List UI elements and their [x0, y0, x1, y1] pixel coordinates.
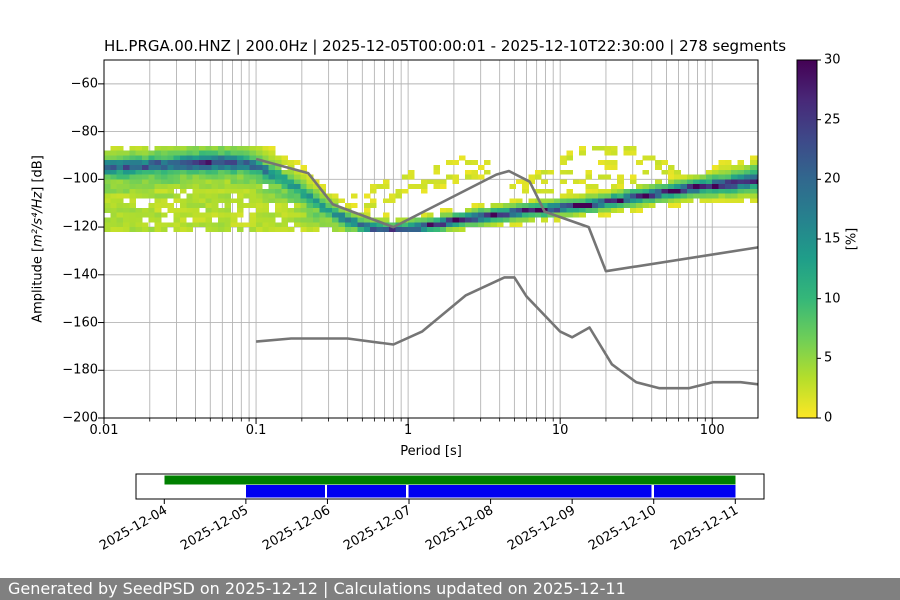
y-tick-label: −80: [70, 124, 98, 140]
colorbar-tick-label: 0: [824, 410, 833, 426]
axes-frame: [103, 59, 759, 419]
colorbar: [796, 59, 821, 419]
colorbar-tick-label: 20: [824, 171, 841, 187]
timeline: [135, 473, 765, 504]
footer-text: Generated by SeedPSD on 2025-12-12 | Cal…: [8, 579, 626, 598]
y-tick-label: −60: [70, 76, 98, 92]
colorbar-tick-label: 5: [824, 350, 833, 366]
colorbar-tick-label: 15: [824, 231, 841, 247]
y-tick-label: −120: [62, 219, 98, 235]
timeline-bar-processed: [245, 485, 325, 498]
x-tick-label: 0.1: [245, 423, 267, 438]
timeline-bar-processed: [327, 485, 406, 498]
y-tick-label: −180: [62, 362, 98, 378]
y-tick-label: −140: [62, 267, 98, 283]
footer-bar: Generated by SeedPSD on 2025-12-12 | Cal…: [0, 578, 900, 600]
colorbar-tick-label: 10: [824, 291, 841, 307]
x-tick-label: 100: [699, 423, 725, 438]
y-tick-label: −200: [62, 410, 98, 426]
y-tick-label: −160: [62, 315, 98, 331]
x-axis-label: Period [s]: [400, 444, 462, 459]
colorbar-tick-label: 30: [824, 52, 841, 68]
colorbar-label: [%]: [844, 227, 860, 251]
x-tick-label: 0.01: [89, 423, 119, 438]
timeline-bar-processed: [408, 485, 652, 498]
gridlines: [104, 60, 758, 418]
colorbar-tick-label: 25: [824, 112, 841, 128]
x-tick-label: 10: [551, 423, 569, 438]
noise-model-lines: [255, 157, 759, 390]
x-tick-label: 1: [403, 423, 413, 438]
axis-ticks: [98, 83, 713, 424]
y-axis-label-prefix: Amplitude [: [30, 246, 46, 323]
heatmap-cells: [104, 145, 758, 232]
plot-title: HL.PRGA.00.HNZ | 200.0Hz | 2025-12-05T00…: [104, 37, 787, 55]
y-tick-label: −100: [62, 171, 98, 187]
timeline-bar-processed: [654, 485, 736, 498]
noise-model-low-line: [255, 276, 759, 390]
noise-model-high-line: [255, 157, 759, 273]
timeline-bar-coverage: [164, 475, 736, 485]
